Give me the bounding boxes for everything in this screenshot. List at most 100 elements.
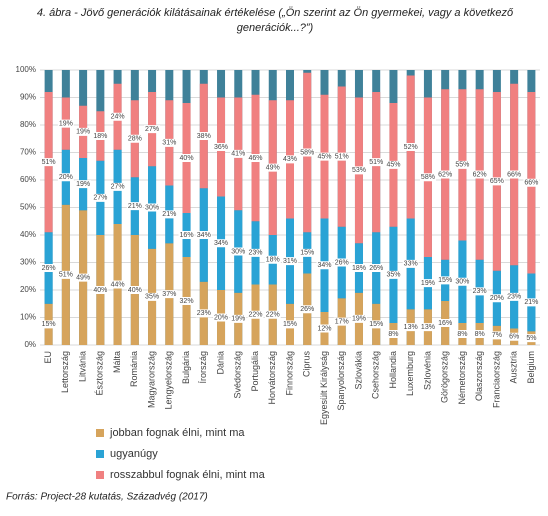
value-label: 35% [145,294,159,301]
value-label: 34% [197,232,211,239]
value-label: 8% [388,331,398,338]
value-label: 30% [455,279,469,286]
value-label-bg [247,248,264,257]
value-label-bg [437,319,454,327]
value-label: 22% [249,312,263,319]
value-label: 52% [404,144,418,151]
value-label-bg [92,286,109,294]
value-label-bg [109,280,126,289]
value-label-bg [299,305,316,314]
value-label-bg [264,255,281,264]
value-label: 19% [59,120,73,127]
value-label: 53% [352,167,366,174]
value-label: 26% [300,306,314,313]
value-label-bg [471,330,488,338]
value-label: 58% [300,149,314,156]
value-label: 49% [76,274,90,281]
x-tick-label: Horvátország [267,351,277,405]
y-tick-label: 10% [20,313,36,322]
value-label-bg [230,314,247,323]
value-label: 7% [492,332,502,339]
legend-swatch [96,471,104,479]
value-label: 51% [42,159,56,166]
value-label: 23% [507,294,521,301]
x-tick-label: Hollandia [388,351,398,389]
value-label-bg [264,163,281,172]
value-label-bg [264,310,281,319]
value-label-bg [282,320,298,329]
value-label-bg [230,247,247,256]
value-label: 46% [249,155,263,162]
value-label-bg [144,203,161,212]
x-tick-label: Portugália [250,351,260,392]
value-label-bg [213,239,230,248]
x-tick-label: Ciprus [302,351,312,378]
value-label: 27% [145,126,159,133]
y-tick-label: 70% [20,148,36,157]
value-label: 19% [231,316,245,323]
value-label: 34% [317,262,331,269]
y-tick-label: 30% [20,258,36,267]
value-label: 18% [352,265,366,272]
value-label-bg [368,320,385,329]
value-label-bg [247,310,264,319]
value-label: 44% [111,281,125,288]
value-label: 27% [93,195,107,202]
value-label: 23% [249,250,263,257]
legend-label: rosszabbul fognak élni, mint ma [110,469,266,481]
legend-label: ugyanúgy [110,448,158,460]
value-label-bg [385,330,402,338]
x-tick-label: Lettország [60,351,70,393]
value-label-bg [454,160,471,169]
x-tick-label: Írország [198,351,208,384]
value-label: 51% [335,153,349,160]
value-label-bg [419,323,436,332]
y-tick-label: 60% [20,175,36,184]
value-label-bg [488,294,505,303]
value-label-bg [333,152,350,161]
value-label: 15% [42,321,56,328]
value-label: 51% [59,272,73,279]
value-label-bg [402,323,419,332]
value-label: 16% [180,232,194,239]
x-tick-label: Belgium [526,351,536,384]
value-label-bg [316,152,333,161]
value-label: 13% [421,324,435,331]
value-label: 37% [162,291,176,298]
value-label: 30% [231,248,245,255]
value-label-bg [471,287,488,296]
x-tick-label: Egyesült Királyság [319,351,329,425]
value-label-bg [40,320,57,329]
value-label: 15% [369,321,383,328]
y-tick-label: 80% [20,120,36,129]
value-label-bg [178,297,195,305]
value-label-bg [437,170,454,179]
value-label-bg [161,290,178,299]
value-label: 8% [475,331,485,338]
value-label: 58% [421,174,435,181]
value-label-bg [368,158,385,167]
value-label-bg [299,148,316,157]
value-label-bg [213,143,230,151]
value-label-bg [178,154,195,162]
value-label-bg [57,119,74,128]
value-label-bg [75,273,92,282]
value-label: 49% [266,164,280,171]
value-label-bg [488,177,505,186]
value-label: 20% [490,295,504,302]
legend-label: jobban fognak élni, mint ma [109,427,245,439]
x-tick-label: Bulgária [181,351,191,384]
x-tick-label: Csehország [371,351,381,399]
value-label-bg [195,231,212,239]
value-label: 65% [490,178,504,185]
value-label-bg [402,143,419,151]
value-label-bg [161,210,178,219]
value-label-bg [195,132,212,140]
value-label-bg [506,170,523,179]
x-tick-label: Románia [129,351,139,387]
value-label: 19% [352,316,366,323]
value-label-bg [385,160,402,169]
value-label: 22% [266,312,280,319]
value-label-bg [126,286,143,294]
value-label-bg [144,125,161,134]
